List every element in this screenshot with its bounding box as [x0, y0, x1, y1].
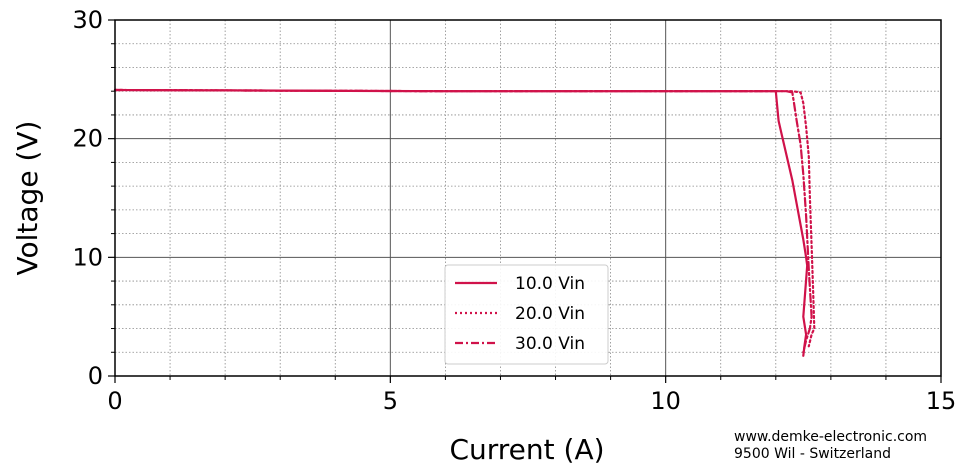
plot-frame — [114, 19, 942, 377]
legend-label-3: 30.0 Vin — [515, 334, 585, 354]
x-tick-label: 10 — [650, 387, 681, 415]
x-tick-label: 15 — [926, 387, 957, 415]
x-tick-label: 0 — [107, 387, 122, 415]
series-line-3 — [113, 88, 813, 354]
website-credit: www.demke-electronic.com — [734, 429, 927, 445]
legend: 10.0 Vin 20.0 Vin 30.0 Vin — [444, 264, 609, 365]
legend-label-1: 10.0 Vin — [515, 274, 585, 294]
tick-marks — [108, 19, 942, 383]
series-layer — [113, 88, 816, 357]
legend-label-2: 20.0 Vin — [515, 304, 585, 324]
y-tick-label: 10 — [72, 243, 103, 271]
y-tick-label: 20 — [72, 125, 103, 153]
x-tick-label: 5 — [383, 387, 398, 415]
x-tick-labels: 0 5 10 15 — [107, 387, 956, 415]
y-tick-labels: 0 10 20 30 — [72, 6, 103, 390]
legend-box — [444, 264, 609, 365]
y-tick-label: 30 — [72, 6, 103, 34]
x-axis-label: Current (A) — [449, 433, 604, 466]
y-tick-label: 0 — [88, 362, 103, 390]
y-axis-label: Voltage (V) — [11, 121, 44, 276]
location-credit: 9500 Wil - Switzerland — [734, 446, 891, 462]
